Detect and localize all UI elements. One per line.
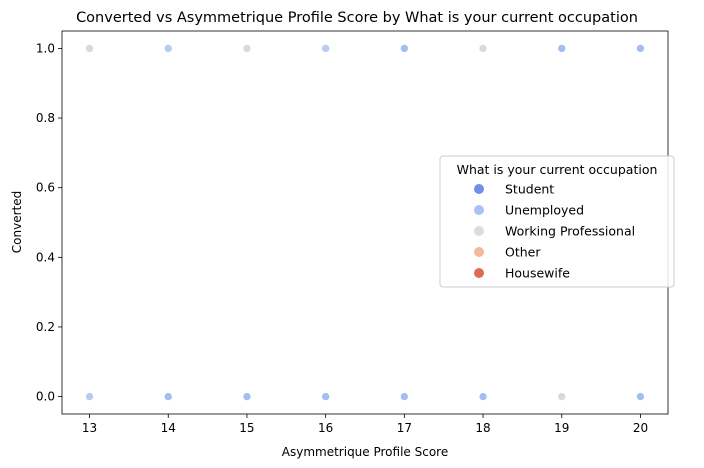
point-unemployed [163,44,173,53]
legend-label-unemployed: Unemployed [505,203,584,218]
point-unemployed [242,392,252,401]
x-tick-label: 18 [475,421,490,435]
point-working-professional [85,44,94,53]
point-unemployed [163,392,173,401]
legend-marker-other [474,247,484,257]
legend-marker-housewife [474,268,484,278]
x-axis: 13 14 15 16 17 18 19 20 [82,414,648,435]
y-tick-label: 0.0 [36,390,55,404]
point-unemployed [557,44,567,53]
legend-marker-working-professional [474,226,484,236]
legend-label-student: Student [505,182,554,197]
point-unemployed [636,44,645,53]
x-axis-label: Asymmetrique Profile Score [282,445,448,459]
legend-box [439,155,675,288]
legend-marker-student [474,184,484,194]
legend-label-other: Other [505,245,541,260]
point-working-professional [478,44,488,53]
point-unemployed [400,392,409,401]
x-tick-label: 20 [633,421,648,435]
y-tick-label: 1.0 [36,41,55,55]
point-unemployed [321,44,330,53]
legend-marker-unemployed [474,205,484,215]
point-unemployed [636,392,645,401]
point-working-professional [242,44,252,53]
point-unemployed [478,392,488,401]
legend-title: What is your current occupation [457,162,658,177]
x-tick-label: 14 [161,421,176,435]
y-axis-label: Converted [10,191,24,253]
point-unemployed [321,392,330,401]
point-working-professional [557,392,567,401]
legend-label-working-professional: Working Professional [505,224,635,239]
legend: What is your current occupation Student U… [439,155,675,288]
x-tick-label: 15 [239,421,254,435]
chart-title: Converted vs Asymmetrique Profile Score … [76,10,638,26]
x-tick-label: 17 [397,421,412,435]
point-unemployed [400,44,409,53]
data-points [85,44,645,401]
x-tick-label: 16 [318,421,333,435]
legend-label-housewife: Housewife [505,266,570,281]
point-unemployed [85,392,94,401]
y-axis: 0.0 0.2 0.4 0.6 0.8 1.0 [36,41,62,404]
x-tick-label: 19 [554,421,569,435]
y-tick-label: 0.4 [36,250,55,264]
y-tick-label: 0.2 [36,320,55,334]
y-tick-label: 0.6 [36,181,55,195]
x-tick-label: 13 [82,421,97,435]
y-tick-label: 0.8 [36,111,55,125]
